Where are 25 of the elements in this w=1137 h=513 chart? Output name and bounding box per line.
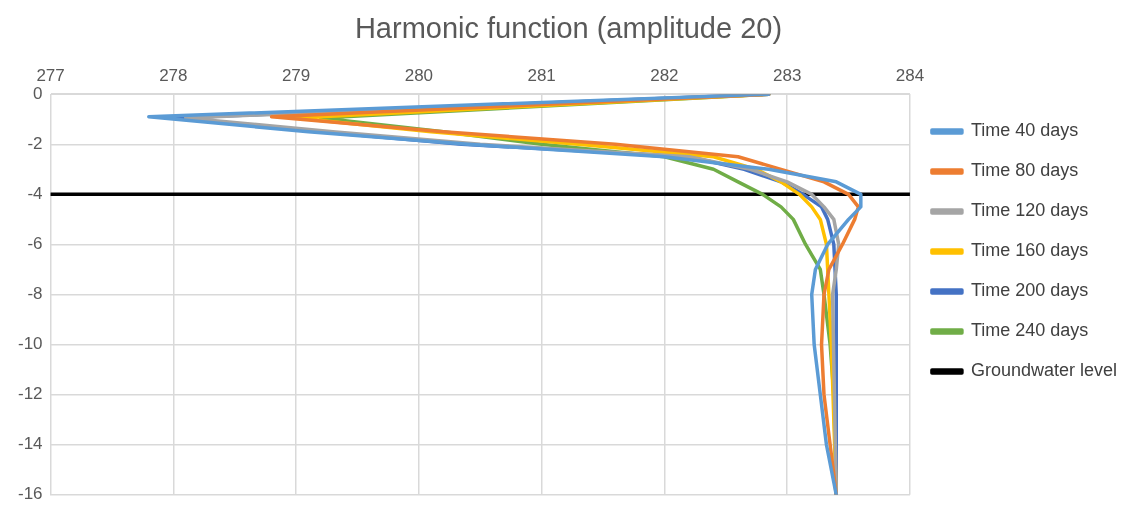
y-tick-label: -8 <box>27 284 43 304</box>
x-tick-label: 277 <box>36 65 65 85</box>
y-tick-label: -16 <box>17 484 43 504</box>
y-tick-label: -4 <box>27 184 43 204</box>
x-tick-label: 278 <box>159 65 188 85</box>
legend-label: Time 160 days <box>970 240 1089 261</box>
legend-label: Time 200 days <box>970 280 1089 301</box>
y-tick-label: -12 <box>17 384 43 404</box>
y-tick-label: 0 <box>33 83 43 103</box>
x-tick-label: 279 <box>281 65 311 85</box>
x-tick-label: 281 <box>527 65 556 85</box>
legend-label: Time 240 days <box>970 320 1089 341</box>
y-tick-label: -10 <box>17 334 43 354</box>
x-tick-label: 284 <box>895 65 925 85</box>
legend-label: Groundwater level <box>970 360 1117 381</box>
legend-label: Time 80 days <box>970 160 1079 181</box>
x-tick-label: 282 <box>650 65 679 85</box>
legend-label: Time 40 days <box>970 120 1079 141</box>
chart-title: Harmonic function (amplitude 20) <box>354 12 783 45</box>
y-tick-label: -6 <box>27 234 43 254</box>
legend-label: Time 120 days <box>970 200 1089 221</box>
x-tick-label: 283 <box>772 65 802 85</box>
x-tick-label: 280 <box>404 65 434 85</box>
y-tick-label: -14 <box>17 434 43 454</box>
y-tick-label: -2 <box>27 133 43 153</box>
